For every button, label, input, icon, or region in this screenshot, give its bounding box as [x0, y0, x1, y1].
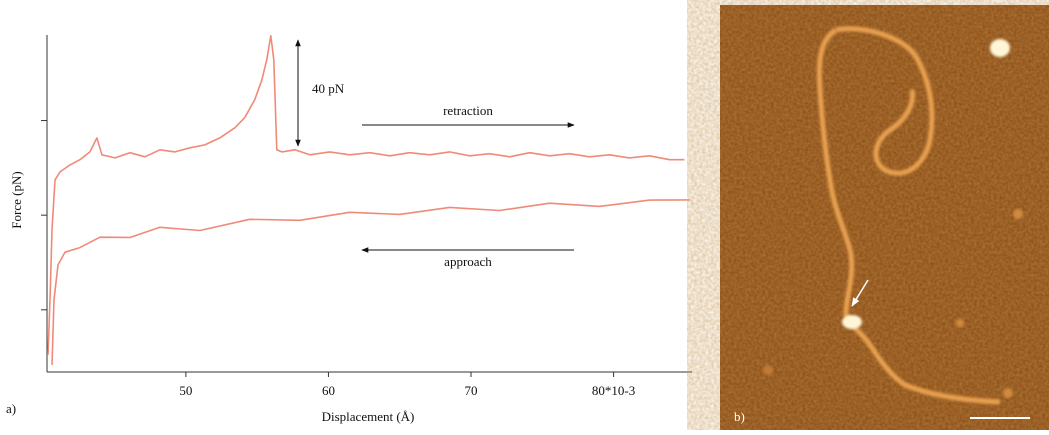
- y-axis-label: Force (pN): [9, 171, 24, 228]
- line-1: [51, 199, 690, 366]
- line-0: [47, 35, 685, 355]
- approach-label: approach: [444, 254, 492, 269]
- x-tick-label: 80*10-3: [592, 383, 635, 398]
- x-tick-label: 60: [322, 383, 335, 398]
- x-axis-label: Displacement (Å): [322, 409, 415, 424]
- panel-label: a): [6, 401, 16, 416]
- x-tick-label: 50: [179, 383, 192, 398]
- retraction-label: retraction: [443, 103, 493, 118]
- panel-label: b): [734, 409, 745, 424]
- x-tick-label: 70: [465, 383, 478, 398]
- afm-image: [720, 5, 1049, 430]
- force-scale-label: 40 pN: [312, 81, 345, 96]
